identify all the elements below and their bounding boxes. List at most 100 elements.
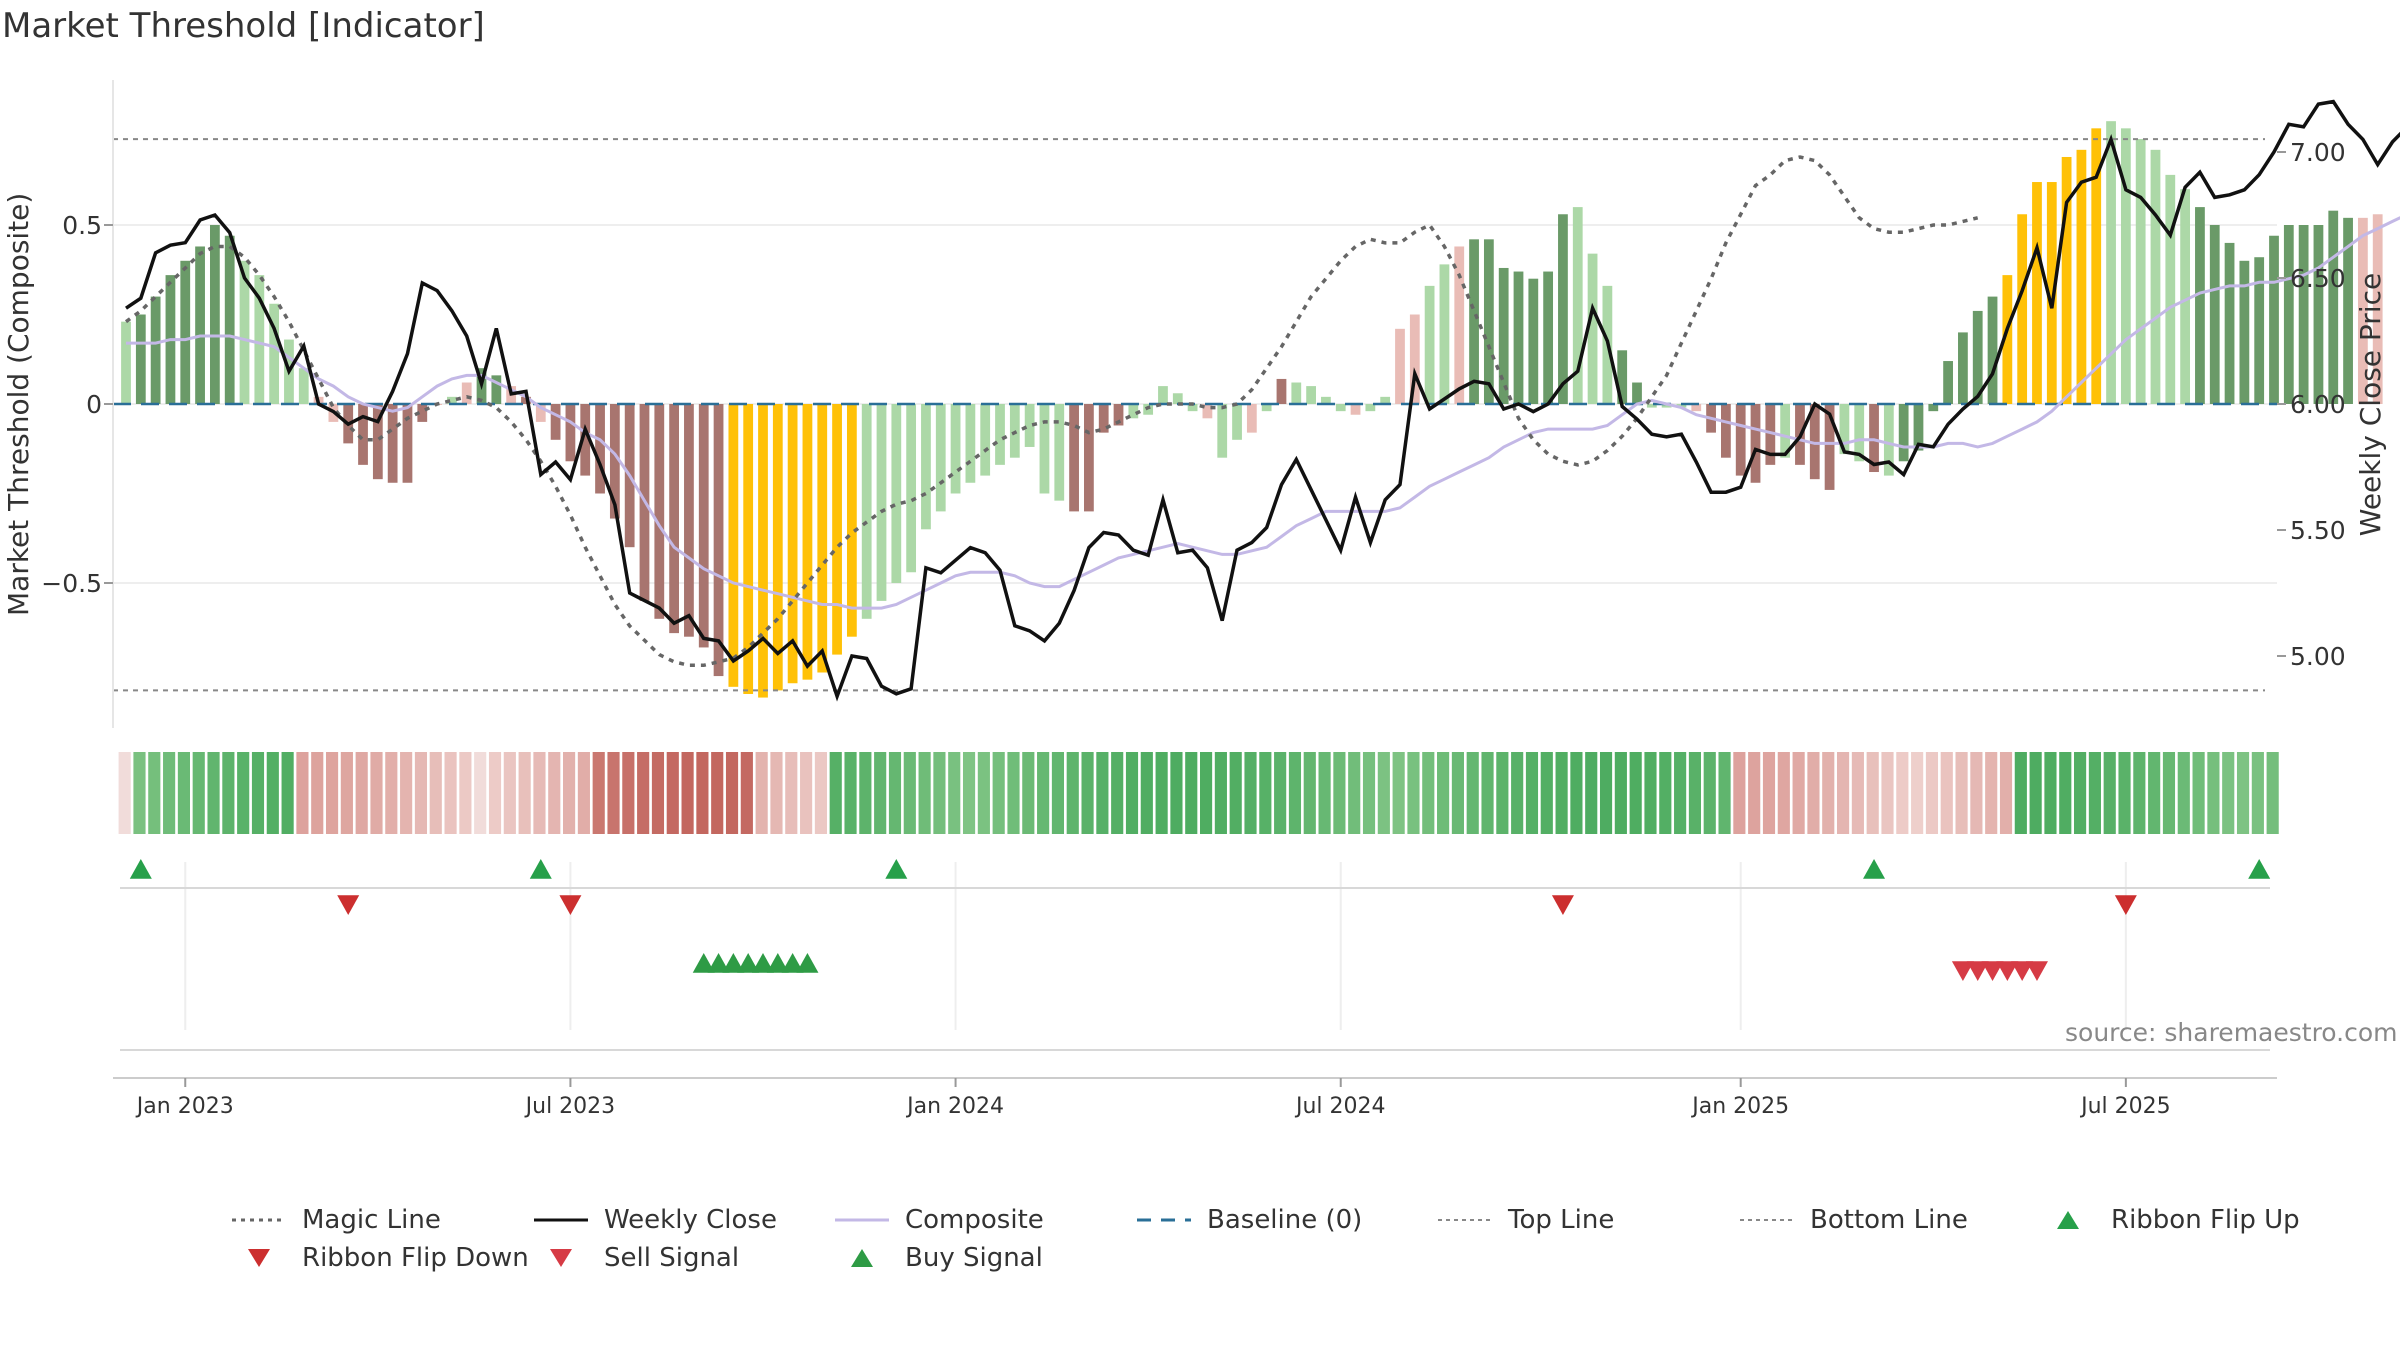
composite-bar xyxy=(1839,404,1850,455)
ribbon-cell xyxy=(1481,752,1494,834)
composite-bar xyxy=(150,296,161,404)
ribbon-cell xyxy=(2236,752,2250,834)
legend-label: Composite xyxy=(905,1205,1044,1235)
composite-bar xyxy=(417,404,428,422)
composite-bar xyxy=(654,404,665,619)
composite-bar xyxy=(1943,361,1953,404)
composite-bar xyxy=(1084,404,1094,512)
ribbon-cell xyxy=(859,752,872,834)
ribbon-cell xyxy=(1229,752,1242,834)
ribbon-cell xyxy=(2088,752,2101,834)
ribbon-cell xyxy=(414,752,428,834)
left-tick-label: 0.5 xyxy=(62,211,102,240)
ribbon-cell xyxy=(1214,752,1227,834)
legend-item: Bottom Line xyxy=(1738,1205,1968,1235)
composite-bar xyxy=(535,404,546,422)
ribbon-cell xyxy=(785,752,798,834)
ribbon-cell xyxy=(1733,752,1746,834)
composite-bar xyxy=(2032,182,2042,404)
composite-bar xyxy=(1809,404,1820,480)
grid-layer xyxy=(113,224,2277,1030)
composite-bar xyxy=(1024,404,1035,447)
composite-bar xyxy=(609,404,620,519)
composite-bar xyxy=(1928,404,1939,412)
ribbon-flip-up-marker xyxy=(529,859,552,879)
ribbon-cell xyxy=(1614,752,1627,834)
composite-bar xyxy=(876,404,887,601)
ribbon-cell xyxy=(1955,752,1968,834)
ribbon-cell xyxy=(355,752,368,834)
ribbon-cell xyxy=(1081,752,1094,834)
ribbon-cell xyxy=(1007,752,1020,834)
composite-bar xyxy=(461,382,472,404)
composite-bar xyxy=(298,368,309,404)
ribbon-cell xyxy=(681,752,694,834)
ribbon-cell xyxy=(1525,752,1539,834)
buy-signal-marker xyxy=(766,953,789,973)
legend-item: Buy Signal xyxy=(833,1243,1043,1273)
ribbon-flip-down-marker xyxy=(337,895,360,915)
ribbon-flip-down-marker xyxy=(2114,895,2137,915)
ribbon-cell xyxy=(1703,752,1716,834)
composite-bar xyxy=(1543,271,1554,404)
composite-bar xyxy=(1069,404,1079,512)
composite-bar xyxy=(224,235,235,404)
ribbon-cell xyxy=(1200,752,1213,834)
chart-legend: Magic Line Weekly Close Composite Baseline … xyxy=(230,1205,2390,1295)
composite-bar xyxy=(2357,217,2368,404)
y-axis-left-label: Market Threshold (Composite) xyxy=(2,192,35,616)
composite-bar xyxy=(728,404,739,687)
sell-signal-marker xyxy=(1981,961,2004,981)
x-tick-label: Jul 2025 xyxy=(2079,1094,2171,1119)
composite-bar xyxy=(180,260,191,404)
composite-bar xyxy=(1513,271,1524,404)
ribbon-cell xyxy=(2192,752,2205,834)
composite-bar xyxy=(802,404,813,680)
composite-bar xyxy=(1172,393,1183,404)
ribbon-cell xyxy=(992,752,1005,834)
ribbon-cell xyxy=(1125,752,1139,834)
ribbon-cell xyxy=(1629,752,1642,834)
composite-bar xyxy=(1321,396,1331,404)
composite-bar xyxy=(2328,210,2339,404)
left-tick-label: 0 xyxy=(86,390,102,419)
composite-bar xyxy=(1780,404,1791,458)
indicator-lines xyxy=(113,99,2400,702)
ribbon-cell xyxy=(2177,752,2190,834)
ribbon-cell xyxy=(2207,752,2220,834)
y-axis-right-label: Weekly Close Price xyxy=(2353,272,2387,536)
ribbon-cell xyxy=(148,752,161,834)
composite-bar xyxy=(1498,267,1509,404)
ribbon-cell xyxy=(666,752,679,834)
composite-bar xyxy=(1039,404,1050,494)
ribbon-cell xyxy=(800,752,813,834)
composite-bar xyxy=(2224,242,2235,404)
buy-signal-marker xyxy=(707,953,730,973)
ribbon-cell xyxy=(918,752,931,834)
composite-bar xyxy=(2195,207,2205,404)
composite-bar xyxy=(447,396,457,404)
legend-swatch-marker xyxy=(248,1249,270,1267)
ribbon-cell xyxy=(1170,752,1183,834)
composite-bar xyxy=(550,404,561,440)
ribbon-cell xyxy=(1925,752,1939,834)
ribbon-cell xyxy=(563,752,576,834)
composite-bar xyxy=(965,404,976,483)
buy-signal-marker xyxy=(751,953,774,973)
ribbon-cell xyxy=(2074,752,2087,834)
composite-bar xyxy=(2076,149,2087,404)
composite-bar xyxy=(1454,246,1465,404)
ribbon-cell xyxy=(177,752,190,834)
axes: 0.5 0 −0.5 7.00 6.50 6.00 5.50 5.00 Jan 2023 Jul … xyxy=(41,80,2346,1119)
ribbon-cell xyxy=(1111,752,1124,834)
composite-bar xyxy=(121,321,131,404)
ribbon-cell xyxy=(1511,752,1524,834)
composite-bar xyxy=(891,404,902,583)
ribbon-cell xyxy=(325,752,339,834)
ribbon-cell xyxy=(370,752,383,834)
ribbon-cell xyxy=(459,752,472,834)
composite-bar xyxy=(1483,239,1494,404)
ribbon-cell xyxy=(874,752,887,834)
left-tick-label: −0.5 xyxy=(41,569,102,598)
